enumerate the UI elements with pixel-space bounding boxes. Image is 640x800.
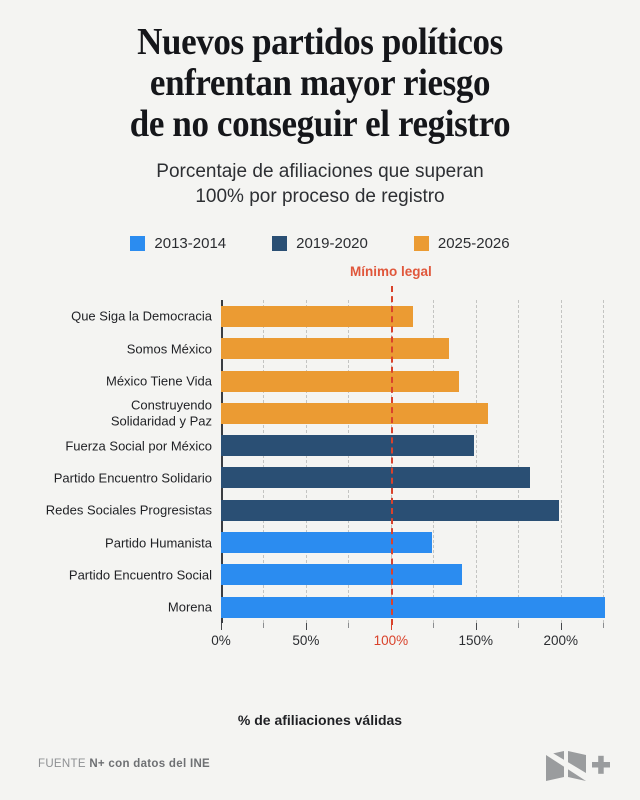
x-tick-minor — [603, 623, 605, 629]
bar-category-label: México Tiene Vida — [106, 373, 212, 388]
x-tick-label: 150% — [458, 633, 494, 649]
bar-category-label-line: Partido Encuentro Solidario — [53, 470, 212, 486]
gridline — [518, 300, 520, 624]
bar-row[interactable]: Partido Encuentro Solidario — [54, 467, 610, 489]
x-tick-major — [390, 623, 392, 631]
x-tick-label: 50% — [292, 633, 320, 649]
bar-category-label-line: Partido Encuentro Social — [68, 567, 212, 583]
legend-swatch-icon — [413, 236, 429, 252]
x-tick-label: 0% — [211, 633, 231, 649]
bar-row[interactable]: Partido Humanista — [105, 532, 610, 553]
legend-label: 2013-2014 — [154, 235, 227, 253]
bar-category-label-line: Somos México — [126, 341, 212, 357]
bar-category-label: Fuerza Social por México — [65, 438, 212, 453]
bar-row[interactable]: Morena — [168, 596, 610, 618]
bar[interactable] — [221, 370, 459, 392]
bar-row[interactable]: Fuerza Social por México — [65, 435, 610, 457]
bar-category-label-line: Que Siga la Democracia — [71, 308, 212, 324]
gridline — [263, 300, 265, 624]
bar-row[interactable]: Construyendo Solidaridad y Paz — [111, 398, 610, 428]
source-prefix: FUENTE — [38, 758, 86, 770]
bar-chart: Que Siga la Democracia Somos México México… — [0, 264, 640, 668]
page-title: Nuevos partidos políticos enfrentan mayor… — [26, 21, 615, 146]
bar-category-label: Redes Sociales Progresistas — [46, 503, 212, 518]
bar-category-label: Somos México — [127, 341, 212, 356]
legend-swatch-icon — [130, 236, 146, 252]
gridline — [603, 300, 605, 624]
bar-row[interactable]: México Tiene Vida — [106, 370, 610, 392]
gridline — [475, 300, 477, 624]
legend-item[interactable]: 2019-2020 — [272, 235, 368, 252]
bar-category-label-line: Redes Sociales Progresistas — [45, 502, 212, 518]
bar[interactable] — [221, 467, 531, 489]
bar-category-label: Morena — [168, 599, 212, 614]
minimo-legal-reference-line — [390, 286, 393, 626]
legend-item[interactable]: 2025-2026 — [413, 235, 510, 253]
bar[interactable] — [221, 532, 432, 553]
x-tick-minor — [263, 623, 265, 629]
chart-legend: 2013-2014 2019-2020 2025-2026 — [0, 235, 640, 252]
bar-category-label-line: Construyendo — [131, 397, 212, 413]
minimo-legal-label: Mínimo legal — [349, 264, 432, 280]
gridline — [348, 300, 350, 624]
bar-category-label: Construyendo Solidaridad y Paz — [111, 398, 212, 429]
n-plus-logo-icon — [542, 747, 610, 789]
bar-category-label: Partido Encuentro Solidario — [54, 470, 212, 485]
bar-category-label-line: Partido Humanista — [105, 534, 212, 550]
bar-row[interactable]: Redes Sociales Progresistas — [46, 499, 610, 521]
gridline — [560, 300, 562, 624]
bar[interactable] — [221, 499, 560, 521]
bar-category-label-line: México Tiene Vida — [106, 373, 212, 389]
bar-category-label: Partido Encuentro Social — [69, 567, 212, 582]
x-tick-label: 200% — [543, 633, 578, 649]
legend-item[interactable]: 2013-2014 — [130, 235, 226, 252]
x-axis: 0% 50% 100% 150% 200% — [211, 623, 610, 663]
x-tick-minor — [433, 623, 435, 629]
x-tick-major — [560, 623, 562, 631]
x-tick-major — [221, 623, 222, 631]
footer: FUENTE N+ con datos del INE — [0, 742, 640, 800]
source-text: N+ con datos del INE — [89, 758, 211, 770]
bar-row[interactable]: Somos México — [127, 338, 610, 360]
gridline — [305, 300, 307, 624]
legend-swatch-icon — [272, 236, 288, 252]
bar-category-label-line: Solidaridad y Paz — [110, 413, 212, 429]
bar[interactable] — [221, 305, 413, 327]
bar[interactable] — [221, 402, 488, 424]
title-line: enfrentan mayor riesgo — [149, 62, 491, 105]
title-line: de no conseguir el registro — [129, 103, 511, 146]
plot-area: Que Siga la Democracia Somos México México… — [46, 264, 610, 626]
bar[interactable] — [221, 338, 449, 360]
x-tick-minor — [518, 623, 520, 629]
x-tick-major — [475, 623, 477, 631]
bar-category-label-line: Fuerza Social por México — [65, 437, 212, 453]
x-tick-label: 100% — [373, 633, 409, 649]
page-subtitle: Porcentaje de afiliaciones que superan 10… — [0, 159, 640, 209]
bar-category-label: Partido Humanista — [105, 535, 212, 550]
bar[interactable] — [221, 435, 475, 457]
bar[interactable] — [221, 596, 605, 618]
subtitle-line: 100% por proceso de registro — [195, 186, 445, 208]
bar-category-label-line: Morena — [167, 599, 212, 615]
gridline — [433, 300, 435, 624]
header: Nuevos partidos políticos enfrentan mayor… — [0, 0, 640, 209]
x-tick-major — [305, 623, 307, 631]
subtitle-line: Porcentaje de afiliaciones que superan — [156, 161, 484, 183]
x-axis-title: % de afiliaciones válidas — [237, 712, 403, 728]
x-tick-minor — [348, 623, 350, 629]
legend-label: 2025-2026 — [437, 235, 510, 253]
legend-label: 2019-2020 — [296, 235, 368, 253]
bar-row[interactable]: Partido Encuentro Social — [69, 564, 610, 586]
y-axis-line — [221, 300, 223, 624]
bar-category-label: Que Siga la Democracia — [71, 309, 212, 324]
source-credit: FUENTE N+ con datos del INE — [38, 758, 210, 770]
bar-row[interactable]: Que Siga la Democracia — [71, 305, 610, 327]
title-line: Nuevos partidos políticos — [137, 21, 503, 63]
bar[interactable] — [221, 564, 463, 586]
